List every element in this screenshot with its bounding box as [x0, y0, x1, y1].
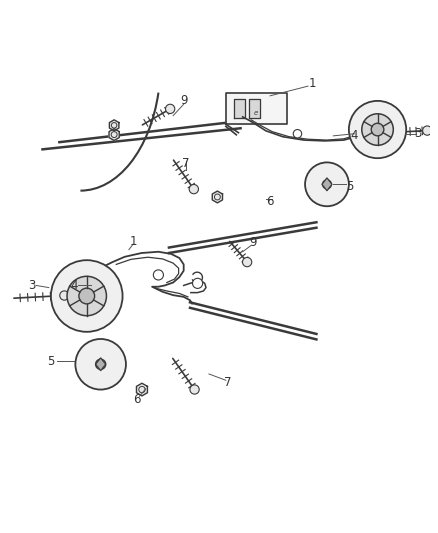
- Polygon shape: [321, 178, 331, 191]
- Polygon shape: [212, 191, 222, 203]
- Text: 9: 9: [249, 236, 256, 248]
- Polygon shape: [234, 99, 244, 118]
- Circle shape: [304, 163, 348, 206]
- Text: 3: 3: [413, 127, 420, 140]
- Polygon shape: [95, 358, 106, 371]
- Circle shape: [95, 359, 106, 369]
- Text: 4: 4: [350, 130, 357, 142]
- Polygon shape: [109, 128, 119, 141]
- Text: e: e: [253, 110, 257, 116]
- Circle shape: [293, 130, 301, 138]
- Text: 3: 3: [28, 279, 35, 292]
- Text: 4: 4: [70, 279, 78, 292]
- Circle shape: [153, 270, 163, 280]
- Text: 1: 1: [308, 77, 315, 90]
- Circle shape: [371, 123, 383, 136]
- Text: 5: 5: [346, 180, 353, 193]
- Circle shape: [348, 101, 405, 158]
- Circle shape: [192, 278, 202, 288]
- Text: 6: 6: [133, 393, 141, 406]
- Circle shape: [67, 276, 106, 316]
- Text: 9: 9: [180, 93, 187, 107]
- Circle shape: [75, 339, 126, 390]
- Circle shape: [422, 126, 431, 135]
- Circle shape: [361, 114, 392, 146]
- Polygon shape: [225, 93, 286, 124]
- Circle shape: [165, 104, 174, 114]
- Circle shape: [242, 257, 251, 266]
- Circle shape: [51, 260, 122, 332]
- Polygon shape: [248, 99, 259, 118]
- Circle shape: [79, 288, 95, 304]
- Circle shape: [60, 291, 69, 300]
- Circle shape: [190, 385, 199, 394]
- Circle shape: [189, 184, 198, 194]
- Polygon shape: [136, 383, 147, 396]
- Polygon shape: [109, 120, 119, 131]
- Text: 6: 6: [266, 195, 273, 208]
- Text: 5: 5: [47, 355, 54, 368]
- Text: 1: 1: [129, 235, 137, 248]
- Text: 7: 7: [182, 157, 189, 169]
- Text: 7: 7: [224, 376, 231, 389]
- Circle shape: [322, 180, 331, 189]
